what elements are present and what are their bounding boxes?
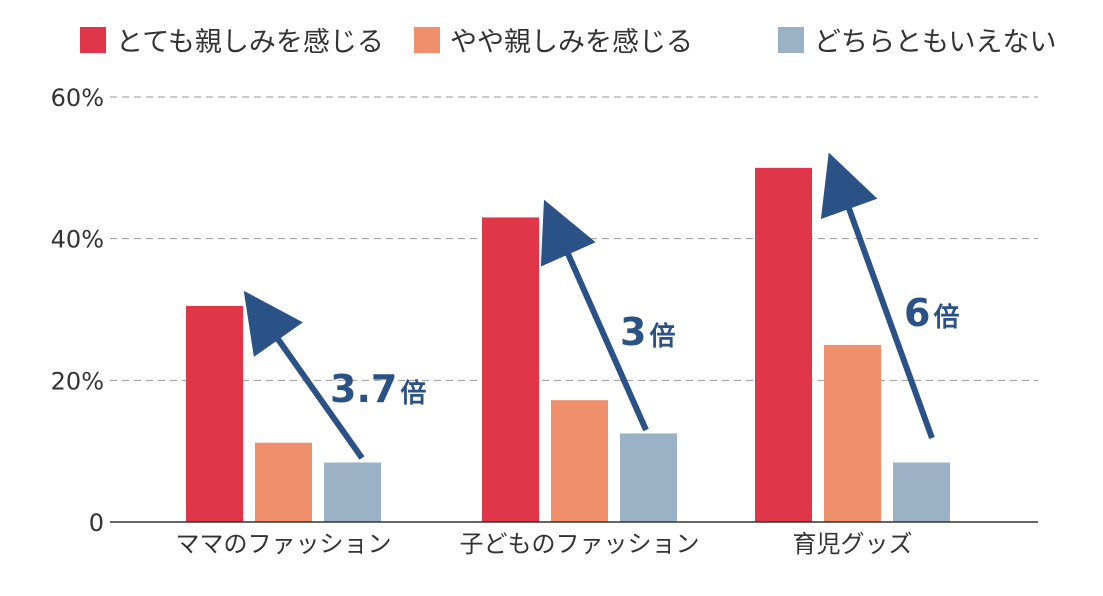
category-label-2: 子どものファッション [460, 530, 700, 558]
annotation-number-1: 3.7 [330, 367, 397, 411]
bar-3-3 [893, 462, 950, 522]
legend-swatch-3 [778, 27, 804, 53]
annotation-number-2: 3 [620, 310, 646, 354]
bar-3-2 [824, 344, 881, 522]
bar-2-3 [620, 433, 677, 522]
y-tick-label-20: 20% [51, 367, 104, 395]
annotation-unit-1: 倍 [400, 378, 426, 409]
annotation-unit-3: 倍 [933, 302, 959, 333]
bar-1-2 [255, 442, 312, 522]
y-tick-label-0: 0 [89, 509, 104, 537]
bar-1-1 [186, 305, 243, 522]
legend-swatch-1 [80, 27, 106, 53]
legend-label-2: やや親しみを感じる [450, 27, 693, 58]
legend-label-1: とても親しみを感じる [116, 27, 384, 58]
legend-label-3: どちらともいえない [814, 27, 1056, 58]
bars [186, 167, 950, 523]
bar-2-2 [551, 400, 608, 522]
legend-swatch-2 [414, 27, 440, 53]
annotation-number-3: 6 [904, 291, 930, 335]
y-tick-label-60: 60% [51, 84, 104, 112]
category-labels: ママのファッション 子どものファッション 育児グッズ [176, 530, 913, 558]
annotations: 3.7 倍3 倍6 倍 [243, 152, 959, 460]
category-label-3: 育児グッズ [793, 530, 913, 558]
annotation-arrow-2 [540, 199, 649, 432]
bar-1-3 [324, 462, 381, 522]
annotation-arrow-1 [243, 290, 365, 460]
legend: とても親しみを感じる やや親しみを感じる どちらともいえない [80, 27, 1056, 58]
y-axis-ticks: 0 20% 40% 60% [51, 84, 104, 537]
category-label-1: ママのファッション [176, 530, 392, 558]
gridlines [110, 96, 1038, 381]
y-tick-label-40: 40% [51, 226, 104, 254]
bar-2-1 [482, 217, 539, 522]
annotation-arrow-3 [820, 152, 935, 440]
annotation-unit-2: 倍 [649, 321, 675, 352]
annotation-label-1: 3.7 倍 [330, 367, 426, 411]
bar-3-1 [755, 167, 812, 523]
